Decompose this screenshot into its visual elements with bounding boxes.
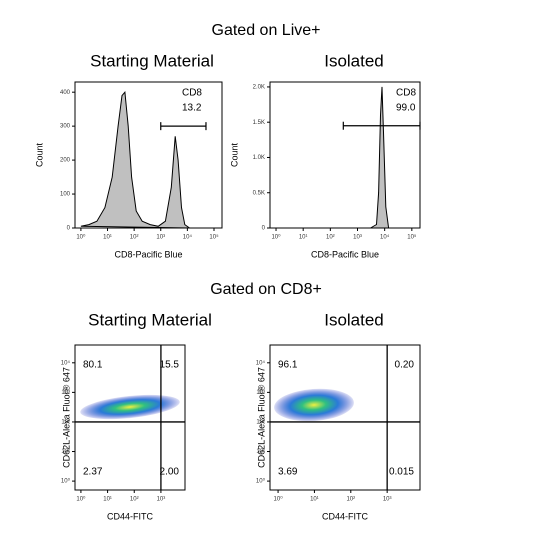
x-axis-label: CD8-Pacific Blue xyxy=(311,249,379,259)
y-tick-label: 100 xyxy=(60,192,71,198)
gate-value: 99.0 xyxy=(396,103,416,114)
y-axis-label: Count xyxy=(229,143,239,168)
y-tick-label: 2.0K xyxy=(253,85,265,91)
x-tick-label: 10⁵ xyxy=(407,234,417,241)
gate-name: CD8 xyxy=(396,88,416,99)
x-tick-label: 10¹ xyxy=(103,497,112,503)
y-tick-label: 0 xyxy=(262,226,266,232)
y-tick-label: 300 xyxy=(60,124,71,130)
y-tick-label: 10³ xyxy=(256,390,265,396)
x-tick-label: 10¹ xyxy=(299,235,308,241)
quadrant-percent: 2.00 xyxy=(160,467,180,478)
density-cloud xyxy=(274,388,354,422)
y-tick-label: 1.0K xyxy=(253,155,265,161)
x-tick-label: 10² xyxy=(130,497,139,503)
x-tick-label: 10⁰ xyxy=(76,234,86,241)
plot-frame xyxy=(269,81,421,229)
x-axis-label: CD44-FITC xyxy=(107,511,154,521)
histogram xyxy=(80,90,192,229)
x-tick-label: 10² xyxy=(326,235,335,241)
x-axis-label: CD44-FITC xyxy=(322,511,369,521)
y-tick-label: 10³ xyxy=(61,390,70,396)
y-tick-label: 1.5K xyxy=(253,120,265,126)
quadrant-percent: 96.1 xyxy=(278,360,298,371)
panel-title: Isolated xyxy=(324,310,384,329)
plot-frame xyxy=(74,344,186,491)
y-tick-label: 10¹ xyxy=(61,449,70,455)
x-tick-label: 10⁴ xyxy=(183,234,193,241)
section-heading: Gated on CD8+ xyxy=(210,281,322,298)
y-tick-label: 10⁰ xyxy=(61,478,71,485)
y-axis-label: Count xyxy=(34,143,44,168)
quadrant-percent: 2.37 xyxy=(83,467,103,478)
x-tick-label: 10⁴ xyxy=(380,234,390,241)
y-tick-label: 0 xyxy=(67,226,71,232)
y-tick-label: 10⁴ xyxy=(256,359,266,366)
x-tick-label: 10⁵ xyxy=(209,234,219,241)
quadrant-percent: 0.015 xyxy=(389,467,414,478)
panel-title: Starting Material xyxy=(88,310,212,329)
x-tick-label: 10³ xyxy=(383,497,392,503)
x-tick-label: 10¹ xyxy=(310,497,319,503)
plot-frame xyxy=(74,81,223,229)
density-cloud xyxy=(80,394,180,420)
y-tick-label: 10⁰ xyxy=(256,478,266,485)
x-axis-label: CD8-Pacific Blue xyxy=(114,249,182,259)
y-tick-label: 400 xyxy=(60,90,71,96)
x-tick-label: 10³ xyxy=(156,235,165,241)
x-tick-label: 10³ xyxy=(353,235,362,241)
x-tick-label: 10³ xyxy=(157,497,166,503)
x-tick-label: 10⁰ xyxy=(76,496,86,503)
quadrant-percent: 80.1 xyxy=(83,360,103,371)
section-heading: Gated on Live+ xyxy=(212,22,321,39)
x-tick-label: 10¹ xyxy=(103,235,112,241)
histogram xyxy=(368,86,390,229)
y-tick-label: 0.5K xyxy=(253,190,265,196)
x-tick-label: 10² xyxy=(346,497,355,503)
plot-frame xyxy=(269,344,421,491)
y-tick-label: 200 xyxy=(60,158,71,164)
x-tick-label: 10⁰ xyxy=(271,234,281,241)
x-tick-label: 10⁰ xyxy=(274,496,284,503)
x-tick-label: 10² xyxy=(130,235,139,241)
y-axis-label: CD62L-Alexa Fluor® 647 xyxy=(61,367,71,468)
quadrant-percent: 3.69 xyxy=(278,467,298,478)
y-tick-label: 10¹ xyxy=(256,449,265,455)
y-tick-label: 10² xyxy=(256,420,265,426)
y-axis-label: CD62L-Alexa Fluor® 647 xyxy=(256,367,266,468)
y-tick-label: 10² xyxy=(61,420,70,426)
panel-title: Starting Material xyxy=(90,51,214,70)
quadrant-percent: 0.20 xyxy=(395,360,415,371)
gate-name: CD8 xyxy=(182,88,202,99)
panel-title: Isolated xyxy=(324,51,384,70)
gate-value: 13.2 xyxy=(182,103,202,114)
quadrant-percent: 15.5 xyxy=(160,360,180,371)
y-tick-label: 10⁴ xyxy=(61,359,71,366)
